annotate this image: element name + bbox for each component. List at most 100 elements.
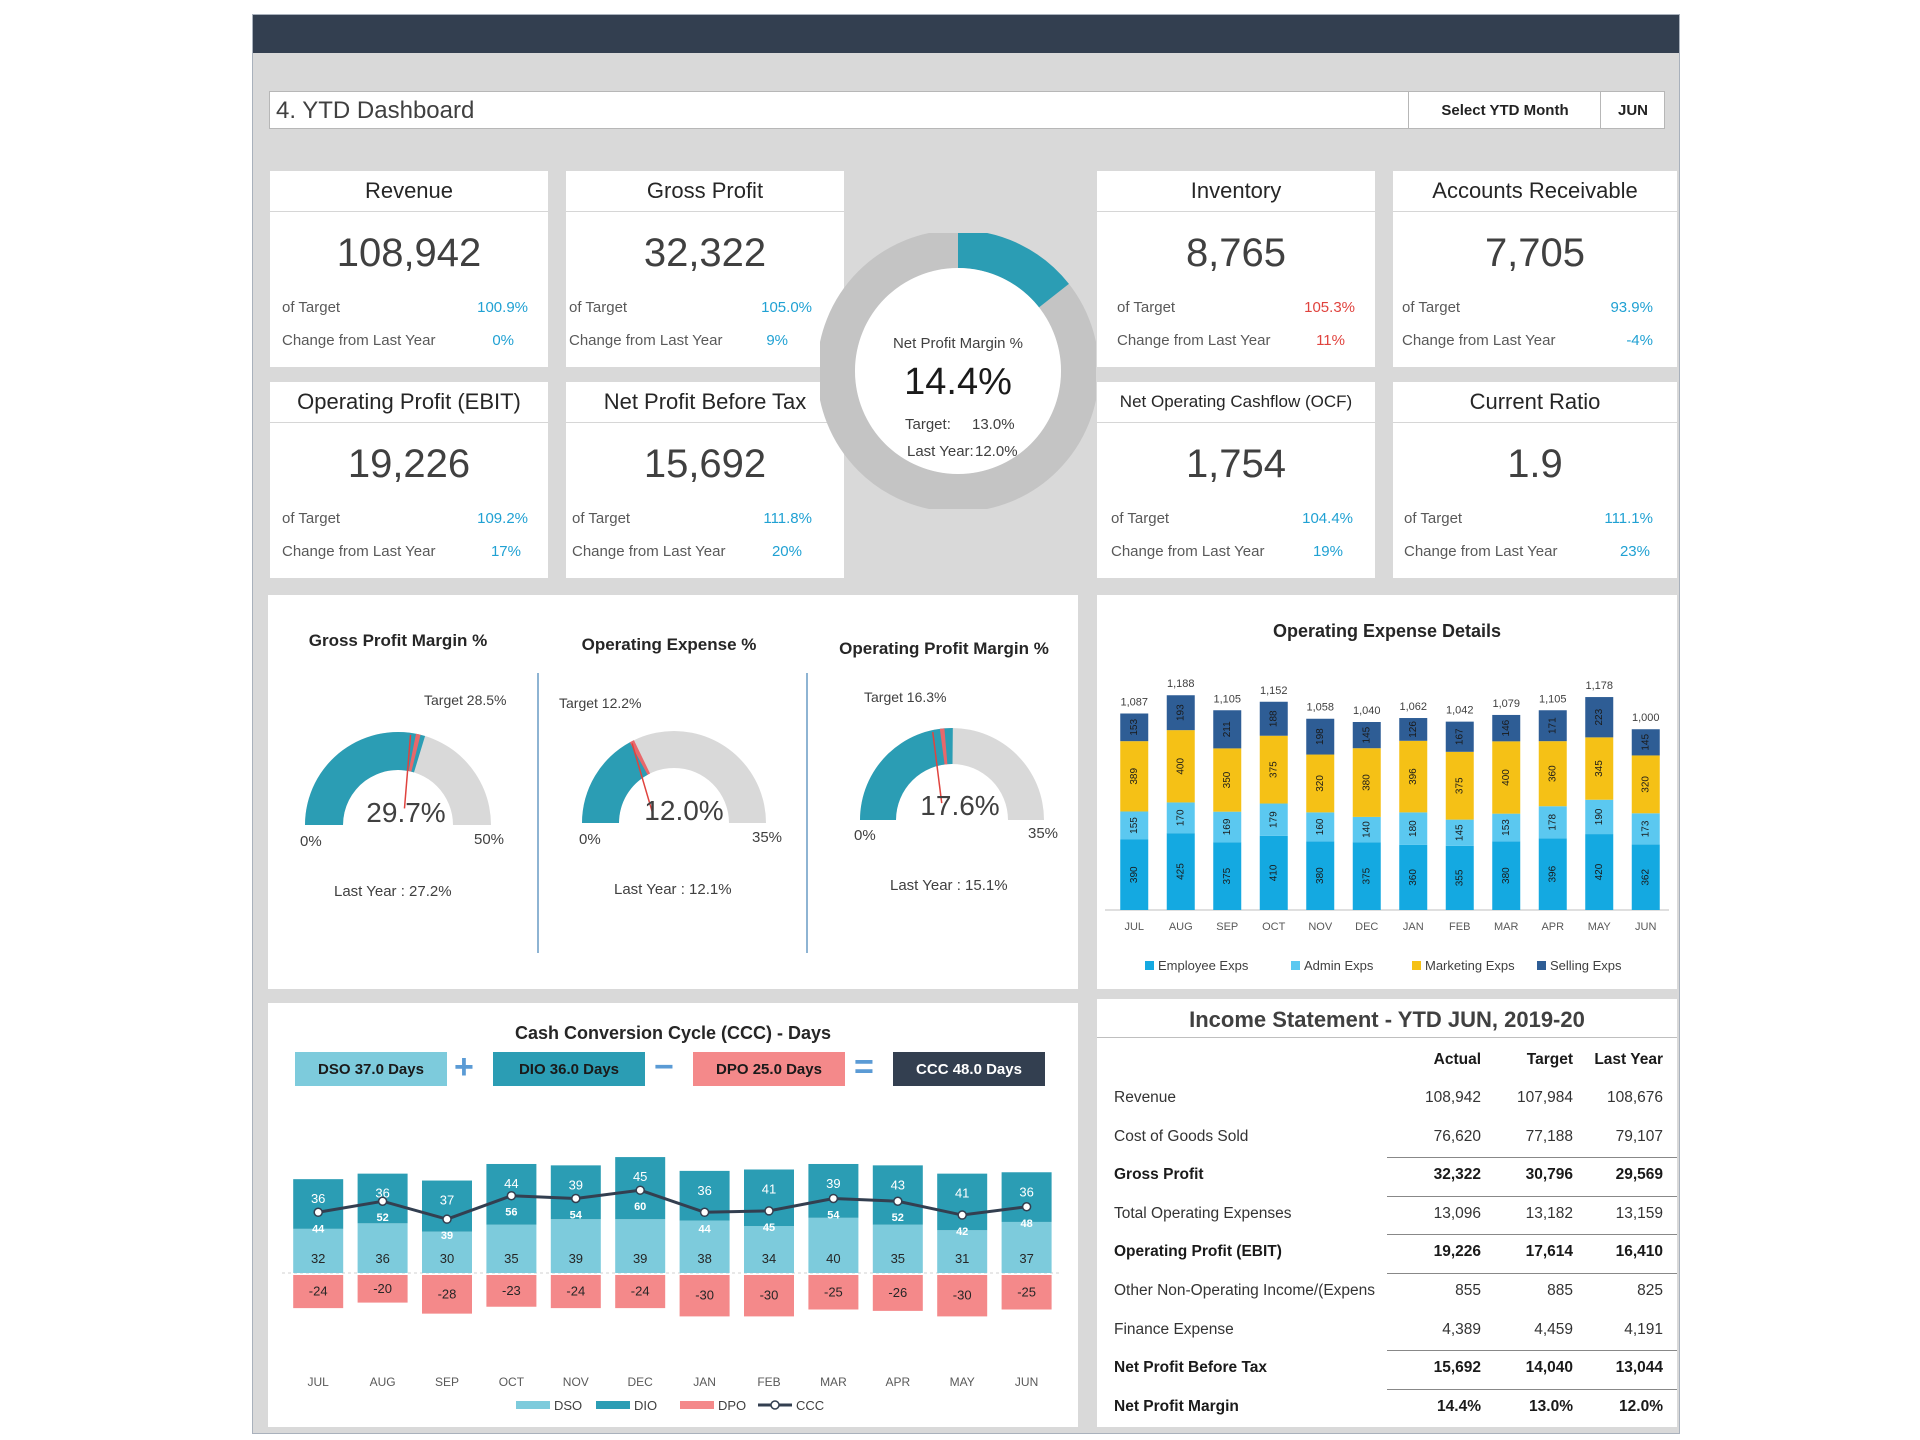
- kpi-change-value: 9%: [766, 332, 788, 349]
- opex-segment-label: 400: [1175, 758, 1186, 775]
- gauge-value: 12.0%: [644, 795, 724, 826]
- ccc-dio-label: 36: [311, 1191, 325, 1206]
- income-statement-header: Income Statement - YTD JUN, 2019-20: [1097, 999, 1677, 1038]
- gauge-value-arc: [582, 741, 648, 823]
- ccc-dso-bar: [422, 1231, 472, 1273]
- gauge-max-label: 35%: [752, 829, 783, 846]
- ccc-dso-label: 36: [375, 1251, 389, 1266]
- opex-segment-label: 126: [1408, 721, 1419, 738]
- ccc-line-point: [313, 1207, 323, 1218]
- kpi-title: Accounts Receivable: [1393, 171, 1677, 212]
- opex-bar-segment: [1631, 844, 1660, 910]
- gauges-svg: [305, 728, 1044, 825]
- ccc-category-label: NOV: [563, 1375, 589, 1389]
- gauge-title: Gross Profit Margin %: [308, 631, 488, 650]
- kpi-of-target-label: of Target: [282, 510, 341, 527]
- opex-segment-label: 360: [1408, 869, 1419, 886]
- ccc-line-point: [957, 1210, 967, 1220]
- opex-segment-label: 160: [1315, 818, 1326, 835]
- opex-segment-label: 362: [1640, 869, 1651, 886]
- ccc-dpo-bar: [550, 1275, 601, 1309]
- opex-total-label: 1,188: [1167, 678, 1195, 690]
- dso-summary-box: DSO 37.0 Days: [295, 1052, 447, 1086]
- npm-target-value: 13.0%: [972, 416, 1015, 433]
- opex-bar-segment: [1631, 729, 1660, 756]
- opex-bar-segment: [1259, 701, 1288, 736]
- opex-category-label: AUG: [1169, 921, 1193, 933]
- kpi-card-operating-profit: Operating Profit (EBIT) 19,226 of Target…: [270, 382, 548, 578]
- opex-bar-segment: [1538, 741, 1567, 807]
- opex-segment-label: 396: [1547, 865, 1558, 882]
- is-cell-actual: 32,322: [1433, 1166, 1481, 1184]
- opex-bar-segment: [1352, 842, 1381, 910]
- ccc-line: [317, 1188, 1027, 1221]
- ccc-line-label: 60: [634, 1201, 646, 1213]
- kpi-card-net-profit-before-tax: Net Profit Before Tax 15,692 of Target 1…: [566, 382, 844, 578]
- opex-segment-label: 380: [1501, 867, 1512, 884]
- kpi-change-value: -4%: [1626, 332, 1653, 349]
- ccc-dso-bar: [486, 1224, 537, 1273]
- title-bar: 4. YTD Dashboard Select YTD Month JUN: [269, 91, 1665, 129]
- kpi-card-current-ratio: Current Ratio 1.9 of Target 111.1% Chang…: [1393, 382, 1677, 578]
- ccc-dio-bar: [872, 1165, 923, 1225]
- opex-bar-segment: [1213, 748, 1242, 812]
- legend-swatch: [1145, 961, 1154, 970]
- ccc-dio-label: 41: [955, 1186, 969, 1201]
- kpi-card-operating-cashflow: Net Operating Cashflow (OCF) 1,754 of Ta…: [1097, 382, 1375, 578]
- opex-bar-segment: [1585, 737, 1614, 800]
- gauge-last-year: Last Year : 12.1%: [614, 881, 732, 898]
- is-cell-last-year: 108,676: [1606, 1089, 1663, 1106]
- divider: [537, 673, 539, 953]
- margin-gauges-panel: Gross Profit Margin % Operating Expense …: [268, 595, 1078, 989]
- kpi-value: 8,765: [1185, 231, 1287, 275]
- opex-segment-label: 410: [1268, 864, 1279, 881]
- ccc-dpo-label: -24: [309, 1284, 328, 1299]
- kpi-title: Gross Profit: [566, 171, 844, 212]
- kpi-card-inventory: Inventory 8,765 of Target 105.3% Change …: [1097, 171, 1375, 367]
- ccc-dso-label: 38: [697, 1251, 711, 1266]
- opex-segment-label: 193: [1175, 704, 1186, 721]
- gauge-last-year: Last Year : 27.2%: [334, 883, 452, 900]
- opex-segment-label: 178: [1547, 814, 1558, 831]
- ccc-dio-label: 41: [762, 1182, 776, 1197]
- gauge-target-label: Target 28.5%: [424, 692, 507, 708]
- kpi-of-target-value: 100.9%: [477, 299, 528, 316]
- ccc-dso-bar: [1001, 1221, 1052, 1273]
- ccc-line-label: 48: [1020, 1218, 1032, 1230]
- is-cell-actual: 14.4%: [1437, 1397, 1481, 1415]
- opex-segment-label: 350: [1222, 771, 1233, 788]
- gauge-max-label: 50%: [474, 831, 505, 848]
- opex-segment-label: 375: [1222, 867, 1233, 884]
- ccc-line-point: [764, 1206, 774, 1216]
- kpi-of-target-label: of Target: [1111, 510, 1170, 527]
- ccc-category-label: SEP: [435, 1375, 459, 1389]
- opex-segment-label: 171: [1547, 717, 1558, 734]
- opex-segment-label: 153: [1501, 819, 1512, 836]
- ccc-dpo-bar: [937, 1275, 988, 1317]
- opex-segment-label: 380: [1361, 774, 1372, 791]
- ccc-dio-label: 36: [375, 1186, 389, 1201]
- ccc-line-point: [893, 1196, 903, 1206]
- ytd-month-select[interactable]: JUN: [1600, 92, 1665, 128]
- income-statement-title: Income Statement - YTD JUN, 2019-20: [1189, 1007, 1585, 1032]
- ccc-dpo-label: -28: [438, 1286, 457, 1301]
- opex-bar-segment: [1538, 838, 1567, 910]
- gauge-target-label: Target 16.3%: [864, 689, 947, 705]
- opex-segment-label: 173: [1640, 820, 1651, 837]
- gauge-last-year: Last Year : 15.1%: [890, 877, 1008, 894]
- opex-bar-segment: [1445, 721, 1474, 752]
- legend-swatch: [1537, 961, 1546, 970]
- opex-segment-label: 223: [1594, 708, 1605, 725]
- ccc-dio-label: 45: [633, 1169, 647, 1184]
- opex-segment-label: 179: [1268, 811, 1279, 828]
- is-cell-target: 14,040: [1525, 1359, 1573, 1377]
- kpi-change-label: Change from Last Year: [569, 332, 723, 349]
- npm-last-year-value: 12.0%: [975, 443, 1018, 460]
- ccc-category-label: MAR: [820, 1375, 847, 1389]
- ccc-dso-label: 30: [440, 1251, 454, 1266]
- kpi-change-label: Change from Last Year: [1117, 332, 1271, 349]
- income-statement-row: Finance Expense 4,389 4,459 4,191: [1097, 1311, 1677, 1349]
- ccc-dso-label: 39: [569, 1251, 583, 1266]
- dpo-summary-box: DPO 25.0 Days: [693, 1052, 845, 1086]
- opex-segment-label: 145: [1361, 726, 1372, 743]
